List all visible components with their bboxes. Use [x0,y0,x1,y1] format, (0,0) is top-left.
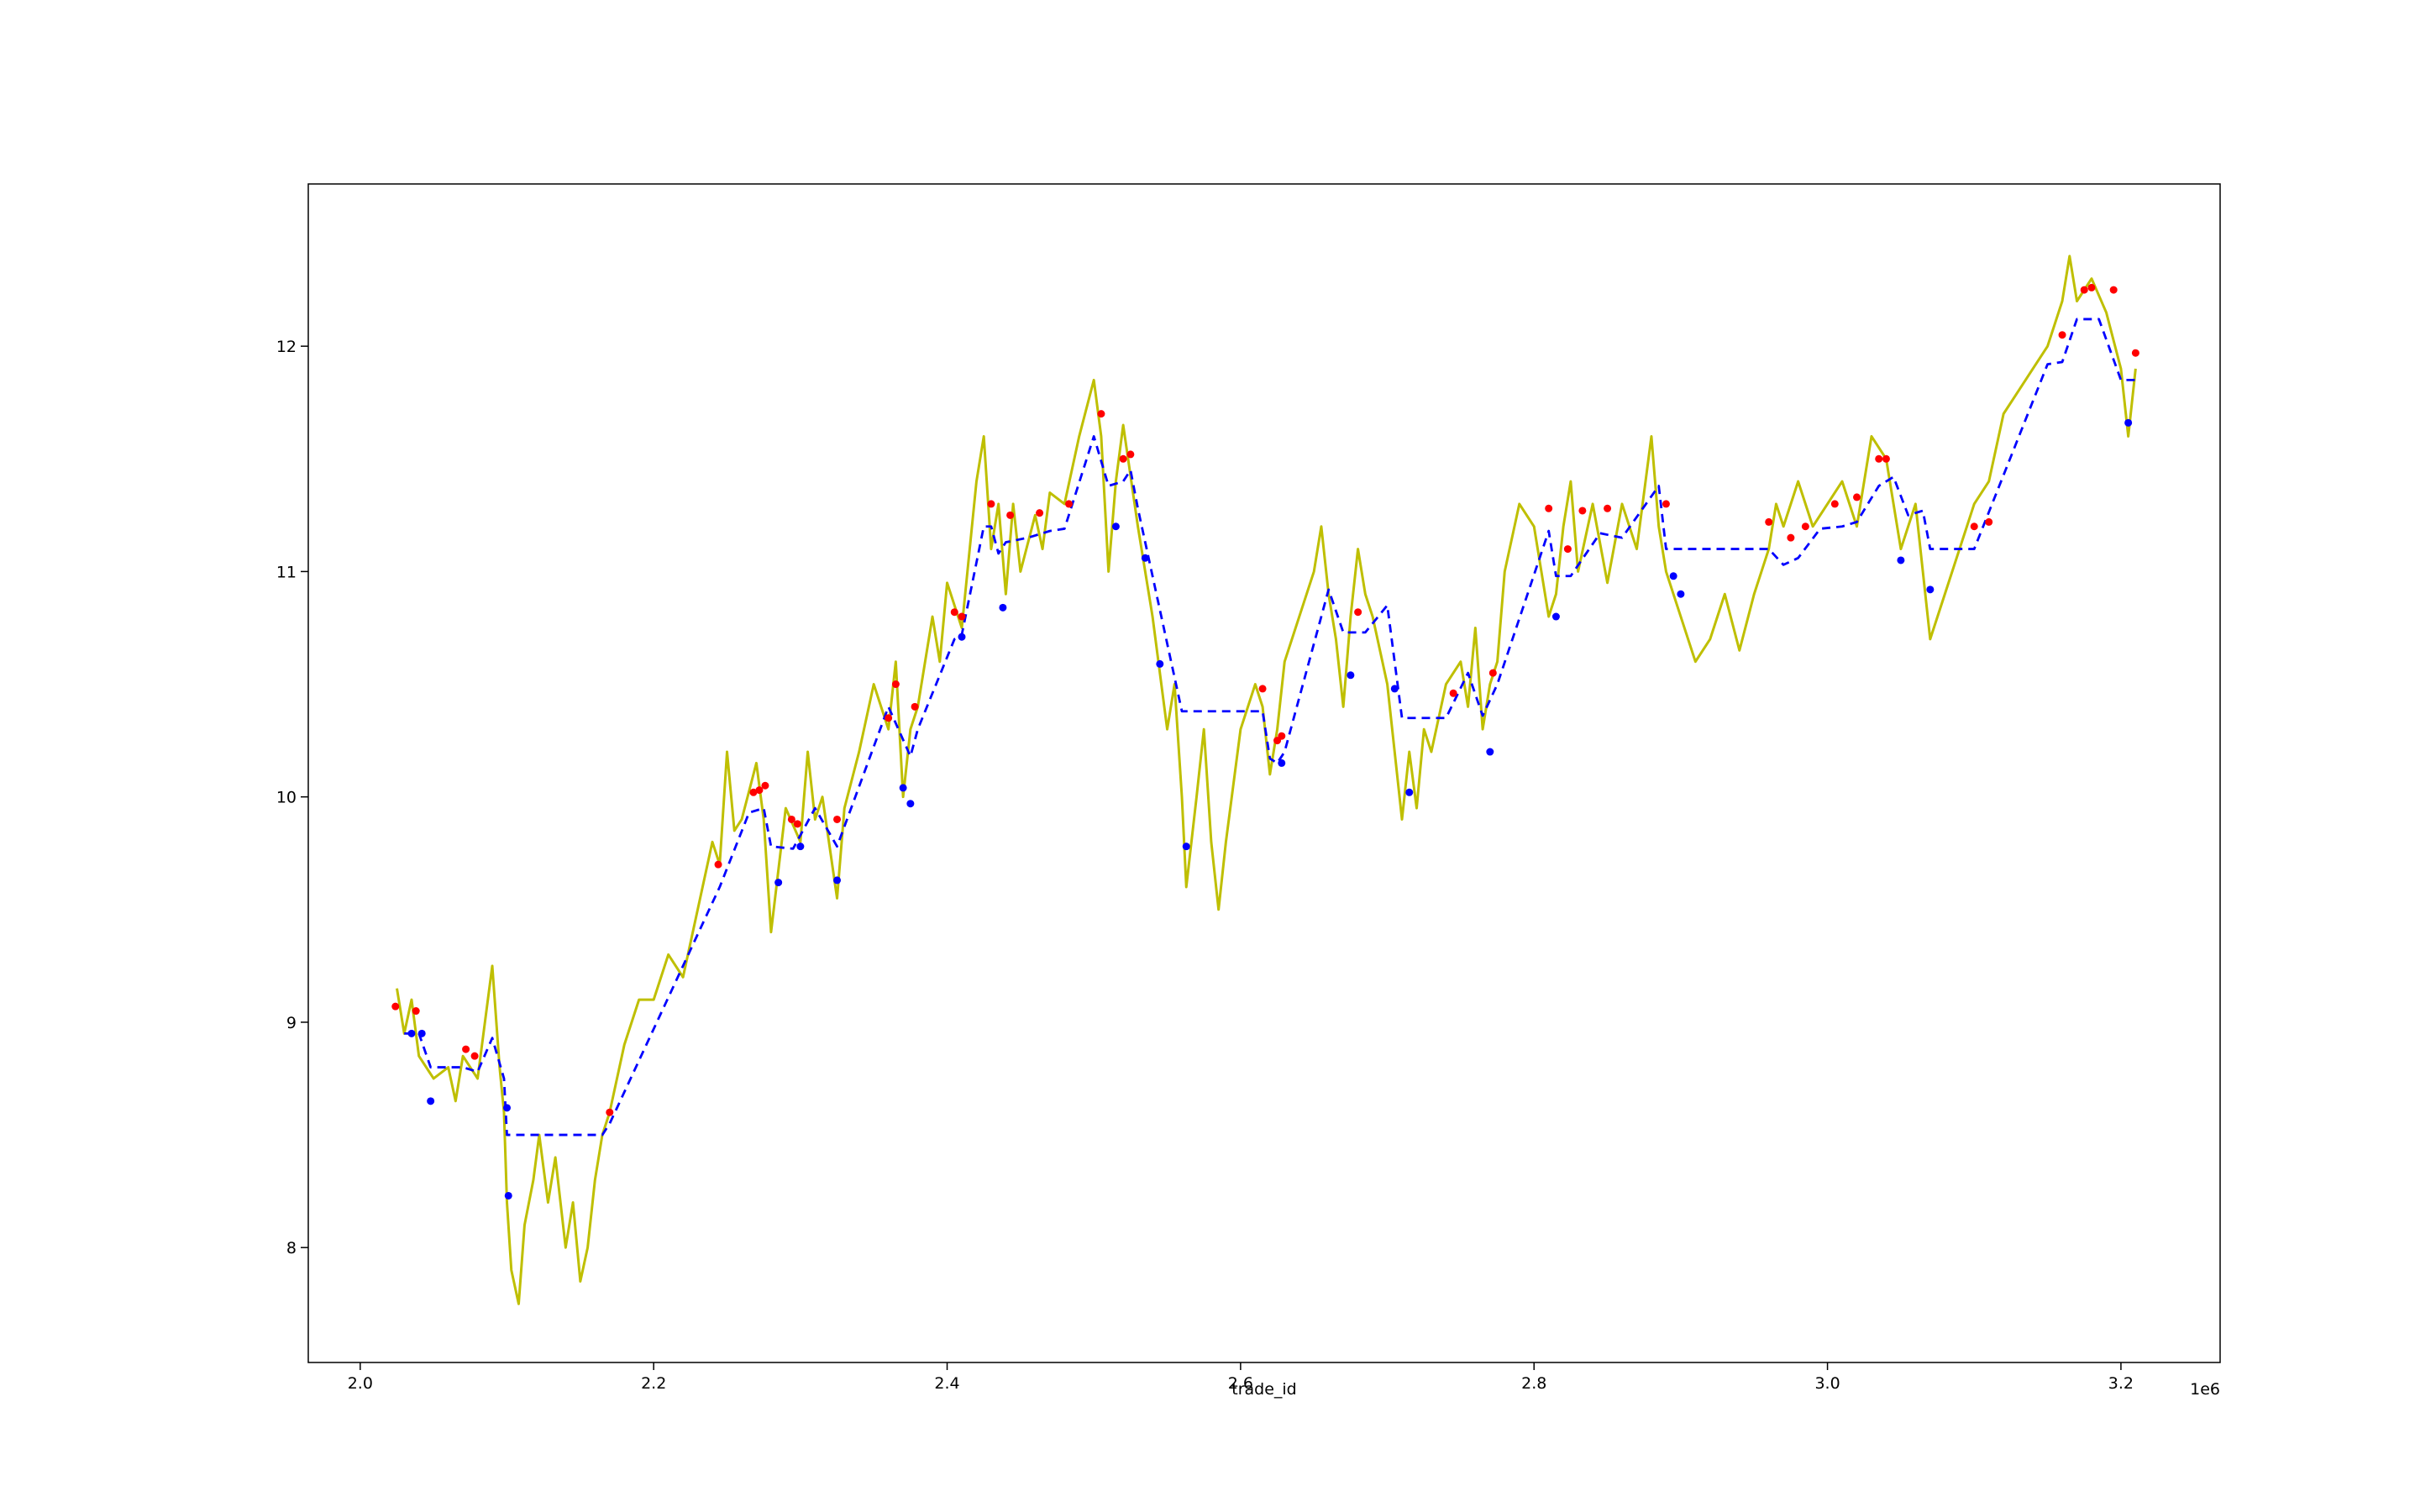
x-tick-label: 2.0 [348,1374,373,1393]
point [1578,507,1587,515]
point [1926,585,1935,594]
point [1126,450,1135,459]
point [1405,788,1414,796]
point [714,860,722,869]
point [412,1007,420,1016]
point [427,1097,435,1105]
point [503,1104,512,1112]
point [2109,286,2118,294]
point [1182,843,1190,851]
plot-frame [307,183,2221,1363]
point [833,876,842,885]
point [796,843,805,851]
point [1449,689,1457,697]
point [462,1045,470,1053]
point [1354,608,1362,617]
point [958,612,966,621]
point [958,633,966,641]
point [1669,572,1677,580]
point [891,680,900,689]
x-tick-label: 2.6 [1228,1374,1253,1393]
point [2080,286,2088,294]
point [787,815,795,823]
point [911,702,919,711]
point [1563,545,1572,554]
point [1882,454,1890,463]
point [1787,533,1795,542]
point [1897,556,1905,564]
y-tick-label: 9 [286,1014,297,1032]
x-axis-label: trade_id [1231,1380,1297,1399]
point [1006,511,1015,519]
point [1141,554,1149,562]
point [504,1191,512,1200]
plot-area [391,255,2139,1305]
point [470,1052,479,1060]
point [2131,349,2139,357]
point [1111,522,1120,531]
point [1604,504,1612,512]
price-line [396,255,2137,1305]
x-offset-label: 1e6 [2190,1380,2220,1399]
point [1875,454,1883,463]
point [606,1108,614,1116]
point [793,820,801,828]
point [906,800,915,808]
point [1488,669,1497,677]
x-tick-label: 3.2 [2108,1374,2134,1393]
x-tick-label: 3.0 [1814,1374,1840,1393]
point [999,603,1007,612]
point [1801,522,1809,531]
point [749,788,758,796]
point [1347,671,1355,680]
point [1390,685,1399,693]
point [1278,759,1286,767]
point [1156,659,1164,668]
point [1765,517,1773,526]
point [2124,418,2133,427]
point [1278,732,1286,740]
point [833,815,842,823]
x-tick-label: 2.8 [1521,1374,1546,1393]
point [1036,509,1044,517]
x-tick-label: 2.2 [641,1374,666,1393]
point [1486,748,1494,756]
point [1985,517,1993,526]
point [1065,500,1074,508]
x-tick-label: 2.4 [934,1374,959,1393]
point [899,784,907,792]
point [1258,685,1267,693]
point [987,500,995,508]
point [1970,522,1978,531]
point [1677,590,1685,598]
dashed-line [404,318,2136,1137]
y-tick-label: 12 [276,338,297,356]
y-tick-label: 8 [286,1239,297,1257]
point [391,1002,400,1011]
point [417,1029,426,1037]
point [885,714,893,722]
y-tick-label: 10 [276,789,297,807]
point [407,1029,416,1037]
point [1097,410,1105,418]
point [1551,612,1560,621]
point [950,608,958,617]
point [1545,504,1553,512]
point [2087,283,2096,291]
point [1853,493,1861,501]
y-tick-label: 11 [276,563,297,581]
point [2058,331,2066,339]
point [1830,500,1839,508]
point [1662,500,1670,508]
point [761,781,769,790]
point [755,786,764,795]
point [1119,454,1127,463]
point [774,879,783,887]
